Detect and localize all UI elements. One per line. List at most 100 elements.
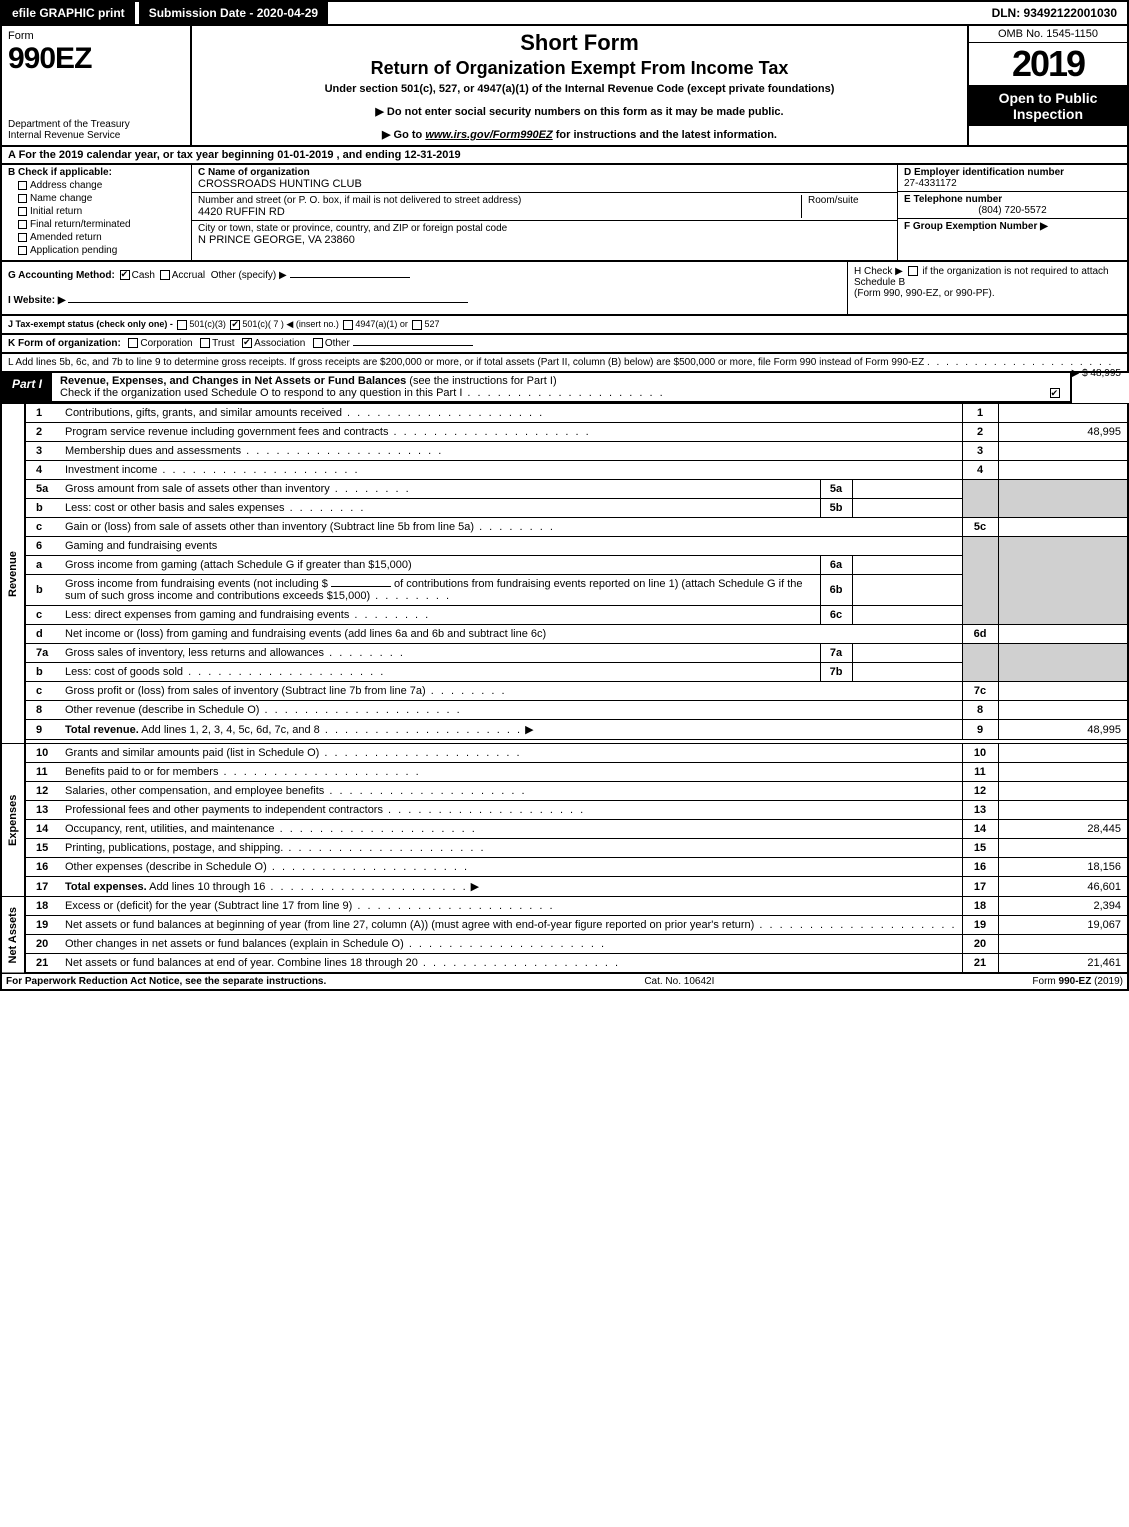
chk-corporation-label: Corporation [140,338,192,349]
chk-name-change[interactable]: Name change [18,193,185,204]
city-state-zip: N PRINCE GEORGE, VA 23860 [198,234,355,246]
line-13-num: 13 [962,801,998,820]
line-17-val: 46,601 [998,877,1128,897]
line-18-no: 18 [25,897,61,916]
line-5a-subval [852,480,962,499]
line-21-val: 21,461 [998,954,1128,974]
chk-other-org[interactable] [313,338,323,348]
line-3-desc: Membership dues and assessments [65,445,241,457]
chk-association[interactable] [242,338,252,348]
line-18-desc: Excess or (deficit) for the year (Subtra… [65,900,352,912]
chk-501c[interactable] [230,320,240,330]
chk-accrual[interactable] [160,270,170,280]
telephone-label: E Telephone number [904,194,1002,205]
line-1-num: 1 [962,404,998,423]
line-3-num: 3 [962,442,998,461]
line-6c-subno: 6c [820,606,852,625]
chk-address-change[interactable]: Address change [18,180,185,191]
chk-schedule-b-not-required[interactable] [908,266,918,276]
line-17-num: 17 [962,877,998,897]
line-14-val: 28,445 [998,820,1128,839]
line-7c-desc: Gross profit or (loss) from sales of inv… [65,685,426,697]
chk-accrual-label: Accrual [172,270,205,281]
form-ref-bold: 990-EZ [1059,976,1092,987]
header-title-block: Short Form Return of Organization Exempt… [192,26,967,145]
chk-501c3[interactable] [177,320,187,330]
form-org-label: K Form of organization: [8,338,121,349]
top-bar: efile GRAPHIC print Submission Date - 20… [0,0,1129,24]
chk-schedule-o-used[interactable] [1050,388,1060,398]
line-8-num: 8 [962,701,998,720]
chk-initial-return-label: Initial return [30,206,82,217]
chk-501c-label: 501(c)( 7 ) ◀ (insert no.) [242,319,338,329]
line-16-desc: Other expenses (describe in Schedule O) [65,861,267,873]
line-6a-subval [852,556,962,575]
line-13-desc: Professional fees and other payments to … [65,804,383,816]
goto-line: ▶ Go to www.irs.gov/Form990EZ for instru… [200,128,959,141]
irs-link[interactable]: www.irs.gov/Form990EZ [425,129,552,141]
gross-receipts-amount: ▶ $ 48,995 [1072,368,1121,379]
line-9-desc: Add lines 1, 2, 3, 4, 5c, 6d, 7c, and 8 [139,724,320,736]
line-2-num: 2 [962,423,998,442]
form-ref-pre: Form [1032,976,1058,987]
line-18-num: 18 [962,897,998,916]
line-19-num: 19 [962,916,998,935]
line-8-desc: Other revenue (describe in Schedule O) [65,704,259,716]
ssn-warning: ▶ Do not enter social security numbers o… [200,105,959,118]
line-4-val [998,461,1128,480]
line-5c-val [998,518,1128,537]
section-c: C Name of organization CROSSROADS HUNTIN… [192,165,897,260]
chk-corporation[interactable] [128,338,138,348]
chk-527[interactable] [412,320,422,330]
line-13-val [998,801,1128,820]
line-7b-no: b [25,663,61,682]
line-6a-desc: Gross income from gaming (attach Schedul… [65,559,412,571]
line-20-desc: Other changes in net assets or fund bala… [65,938,404,950]
line-6c-no: c [25,606,61,625]
header-right: OMB No. 1545-1150 2019 Open to Public In… [967,26,1127,145]
dept-irs: Internal Revenue Service [8,130,184,141]
line-1-val [998,404,1128,423]
line-19-desc: Net assets or fund balances at beginning… [65,919,754,931]
chk-initial-return[interactable]: Initial return [18,206,185,217]
row-l-gross-receipts: L Add lines 5b, 6c, and 7b to line 9 to … [0,354,1129,373]
line-5b-subno: 5b [820,499,852,518]
line-6-desc: Gaming and fundraising events [65,540,217,552]
form-word: Form [8,30,184,42]
line-1-no: 1 [25,404,61,423]
line-9-no: 9 [25,720,61,740]
chk-amended-return[interactable]: Amended return [18,232,185,243]
line-9-val: 48,995 [998,720,1128,740]
chk-final-return[interactable]: Final return/terminated [18,219,185,230]
line-14-no: 14 [25,820,61,839]
line-5a-desc: Gross amount from sale of assets other t… [65,483,330,495]
chk-cash-label: Cash [132,270,155,281]
line-5b-no: b [25,499,61,518]
line-6a-no: a [25,556,61,575]
line-21-no: 21 [25,954,61,974]
tax-year: 2019 [969,43,1127,85]
chk-501c3-label: 501(c)(3) [189,319,226,329]
line-6b-no: b [25,575,61,606]
chk-cash[interactable] [120,270,130,280]
chk-trust[interactable] [200,338,210,348]
line-10-desc: Grants and similar amounts paid (list in… [65,747,319,759]
part-i-tab: Part I [2,373,52,401]
efile-print-button[interactable]: efile GRAPHIC print [2,2,135,24]
line-8-no: 8 [25,701,61,720]
other-specify-input[interactable] [290,277,410,278]
other-org-input[interactable] [353,345,473,346]
chk-4947[interactable] [343,320,353,330]
open-to-public-badge: Open to Public Inspection [969,85,1127,126]
line-20-no: 20 [25,935,61,954]
website-input[interactable] [68,302,468,303]
line-6b-amount-input[interactable] [331,586,391,587]
chk-application-pending[interactable]: Application pending [18,245,185,256]
chk-amended-return-label: Amended return [30,232,102,243]
ein-value: 27-4331172 [904,178,957,189]
page-footer: For Paperwork Reduction Act Notice, see … [0,974,1129,991]
line-17-desc: Add lines 10 through 16 [147,881,266,893]
line-7a-subno: 7a [820,644,852,663]
line-4-no: 4 [25,461,61,480]
line-7b-desc: Less: cost of goods sold [65,666,183,678]
